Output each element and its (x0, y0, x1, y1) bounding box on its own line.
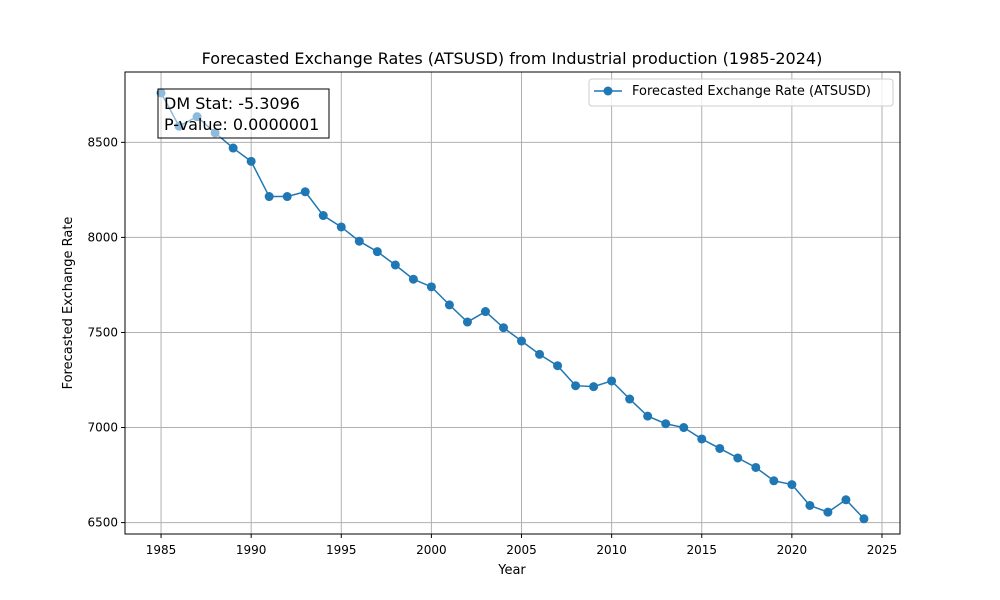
data-point-2017 (733, 453, 743, 463)
chart-title: Forecasted Exchange Rates (ATSUSD) from … (202, 49, 823, 68)
data-point-1994 (318, 211, 328, 221)
y-tick-label-0: 6500 (87, 516, 118, 530)
data-point-2013 (661, 419, 671, 429)
ticks-layer: 1985 1990 1995 2000 2005 2010 2015 2020 2025 6500… (87, 135, 897, 557)
y-axis-label: Forecasted Exchange Rate (61, 217, 76, 390)
data-point-1997 (372, 247, 382, 257)
data-point-2009 (589, 382, 599, 392)
legend-marker (603, 86, 613, 96)
x-tick-label-2: 1995 (326, 543, 357, 557)
data-point-1999 (408, 274, 418, 284)
data-point-2005 (517, 336, 527, 346)
data-point-1989 (228, 143, 238, 153)
grid-lines (125, 72, 900, 534)
x-tick-label-6: 2015 (686, 543, 717, 557)
data-point-2008 (571, 381, 581, 391)
dm-stat-text: DM Stat: -5.3096 (164, 94, 300, 113)
data-point-1998 (390, 260, 400, 270)
data-point-2016 (715, 443, 725, 453)
legend: Forecasted Exchange Rate (ATSUSD) (588, 78, 894, 107)
p-value-text: P-value: 0.0000001 (164, 115, 319, 134)
x-tick-label-7: 2020 (777, 543, 808, 557)
data-point-2012 (643, 411, 653, 421)
x-tick-label-0: 1985 (146, 543, 177, 557)
data-point-2018 (751, 462, 761, 472)
x-axis-label: Year (497, 563, 526, 578)
data-point-2015 (697, 434, 707, 444)
data-point-1991 (264, 192, 274, 202)
series-layer (156, 88, 869, 524)
dm-stat-annotation: DM Stat: -5.3096 P-value: 0.0000001 (157, 88, 330, 139)
data-point-2020 (787, 480, 797, 490)
data-point-2002 (462, 317, 472, 327)
data-point-2024 (859, 514, 869, 524)
y-tick-label-3: 8000 (87, 230, 118, 244)
x-tick-label-8: 2025 (867, 543, 898, 557)
y-tick-label-4: 8500 (87, 135, 118, 149)
x-tick-label-4: 2005 (506, 543, 537, 557)
data-point-2022 (823, 507, 833, 517)
x-tick-label-1: 1990 (236, 543, 267, 557)
data-point-2021 (805, 500, 815, 510)
series-line-0 (160, 92, 865, 520)
data-point-2023 (841, 495, 851, 505)
data-point-2000 (426, 282, 436, 292)
data-point-1996 (354, 236, 364, 246)
data-point-1990 (246, 156, 256, 166)
data-point-2010 (607, 376, 617, 386)
data-point-1995 (336, 222, 346, 232)
x-tick-label-3: 2000 (416, 543, 447, 557)
data-point-1992 (282, 192, 292, 202)
data-point-2001 (444, 300, 454, 310)
legend-box (588, 78, 894, 107)
data-point-2006 (535, 349, 545, 359)
legend-label: Forecasted Exchange Rate (ATSUSD) (632, 84, 871, 99)
data-point-2014 (679, 423, 689, 433)
data-point-2004 (498, 323, 508, 333)
y-tick-label-1: 7000 (87, 421, 118, 435)
data-point-2019 (769, 476, 779, 486)
data-point-2003 (480, 307, 490, 317)
data-point-1993 (300, 187, 310, 197)
annotation-box (157, 88, 330, 139)
plot-frame (124, 71, 901, 535)
data-point-2007 (553, 361, 563, 371)
data-point-2011 (625, 394, 635, 404)
y-tick-label-2: 7500 (87, 325, 118, 339)
x-tick-label-5: 2010 (596, 543, 627, 557)
